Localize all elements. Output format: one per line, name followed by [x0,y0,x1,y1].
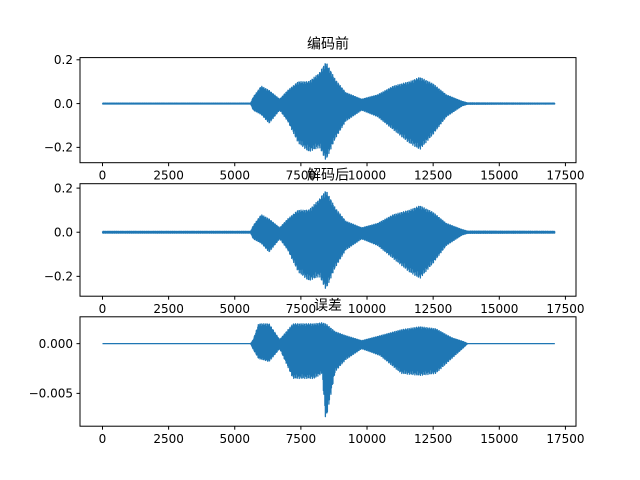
x-axis-ticks: 0 2500 5000 7500 10000 12500 15000 17500 [99,426,585,446]
x-tick-label: 10000 [348,432,386,446]
x-tick-label: 2500 [153,169,184,183]
y-tick-label: 0.000 [39,337,73,351]
x-tick-label: 10000 [348,169,386,183]
x-tick-label: 17500 [546,169,584,183]
x-tick-label: 0 [99,432,107,446]
x-tick-label: 7500 [286,302,317,316]
x-tick-label: 2500 [153,302,184,316]
subplot-after-decoding: 0 2500 5000 7500 10000 12500 15000 17500 0.2 0.0… [44,168,585,317]
signal-series [101,63,556,160]
x-tick-label: 12500 [414,432,452,446]
y-tick-label: 0.0 [54,97,73,111]
y-tick-label: −0.2 [44,270,73,284]
x-tick-label: 15000 [480,432,518,446]
x-tick-label: 17500 [546,432,584,446]
x-tick-label: 10000 [348,302,386,316]
x-tick-label: 15000 [480,302,518,316]
x-axis-ticks: 0 2500 5000 7500 10000 12500 15000 17500 [99,296,585,316]
axes-frame [79,316,577,427]
subplot-error: 0 2500 5000 7500 10000 12500 15000 17500 0.000 −… [29,298,585,446]
x-tick-label: 5000 [219,169,250,183]
y-tick-label: −0.2 [44,141,73,155]
chart-title: 编码前 [307,36,349,53]
x-tick-label: 15000 [480,169,518,183]
y-tick-label: −0.005 [29,387,73,401]
x-tick-label: 12500 [414,302,452,316]
x-tick-label: 12500 [414,169,452,183]
x-tick-label: 7500 [286,169,317,183]
y-axis-ticks: 0.2 0.0 −0.2 [44,53,80,155]
y-tick-label: 0.0 [54,225,73,239]
chart-title: 解码后 [307,168,349,184]
signal-series [102,322,556,418]
subplot-before-encoding: 0 2500 5000 7500 10000 12500 15000 17500 0.2 0.0… [44,36,585,183]
x-tick-label: 5000 [219,302,250,316]
axes-frame [79,183,577,297]
x-tick-label: 7500 [286,432,317,446]
x-tick-label: 17500 [546,302,584,316]
y-axis-ticks: 0.2 0.0 −0.2 [44,181,80,284]
y-tick-label: 0.2 [54,53,73,67]
signal-series [101,191,556,289]
axes-frame [79,57,577,164]
x-tick-label: 5000 [219,432,250,446]
x-axis-ticks: 0 2500 5000 7500 10000 12500 15000 17500 [99,162,585,183]
chart-title: 误差 [314,298,342,314]
y-axis-ticks: 0.000 −0.005 [29,337,80,401]
x-tick-label: 2500 [153,432,184,446]
x-tick-label: 0 [99,169,107,183]
x-tick-label: 0 [99,302,107,316]
y-tick-label: 0.2 [54,181,73,195]
